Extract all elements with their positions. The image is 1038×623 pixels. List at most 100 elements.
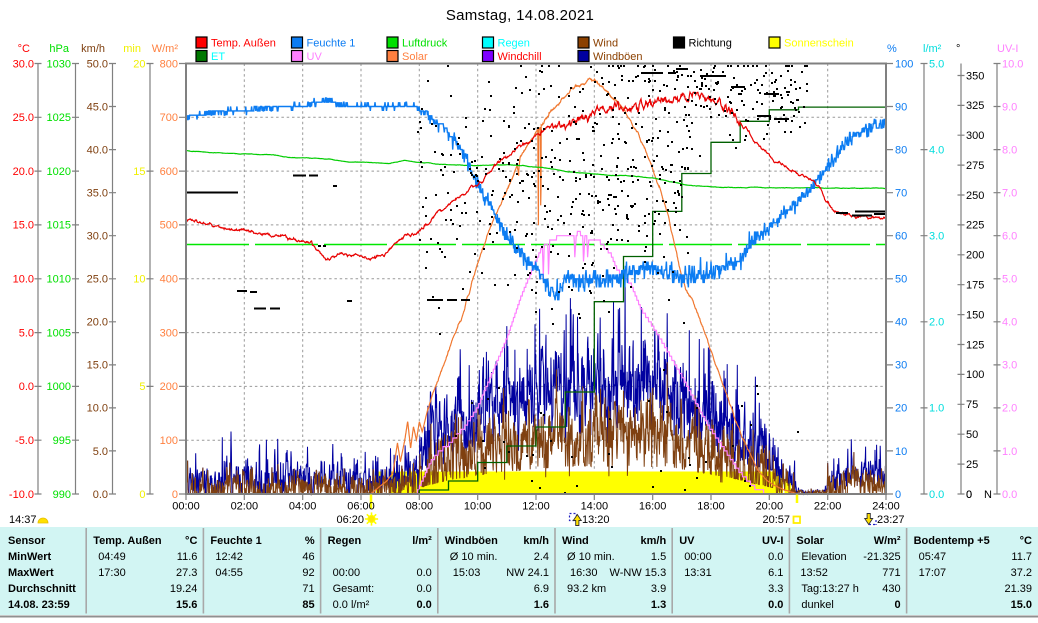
svg-text:46: 46 (302, 551, 314, 563)
svg-text:27.3: 27.3 (176, 567, 197, 579)
svg-text:%: % (887, 43, 897, 55)
svg-text:24:00: 24:00 (872, 501, 900, 513)
svg-text:l/m²: l/m² (923, 43, 942, 55)
svg-text:10: 10 (133, 274, 145, 286)
svg-text:14.08. 23:59: 14.08. 23:59 (8, 599, 70, 611)
svg-text:50: 50 (895, 274, 907, 286)
svg-text:35.0: 35.0 (87, 187, 108, 199)
svg-text:°: ° (956, 43, 960, 55)
svg-text:1.3: 1.3 (651, 599, 666, 611)
svg-text:150: 150 (966, 309, 984, 321)
svg-text:500: 500 (160, 220, 178, 232)
svg-text:Ø 10 min.: Ø 10 min. (567, 551, 615, 563)
svg-text:04:49: 04:49 (98, 551, 126, 563)
svg-text:92: 92 (302, 567, 314, 579)
svg-text:dunkel: dunkel (801, 599, 833, 611)
svg-text:300: 300 (966, 130, 984, 142)
svg-text:60: 60 (895, 231, 907, 243)
svg-text:Bodentemp +5: Bodentemp +5 (914, 535, 990, 547)
svg-text:00:00: 00:00 (333, 567, 361, 579)
svg-text:0: 0 (894, 599, 900, 611)
svg-text:50: 50 (966, 429, 978, 441)
svg-text:10: 10 (895, 446, 907, 458)
svg-text:Richtung: Richtung (689, 38, 732, 50)
svg-text:Durchschnitt: Durchschnitt (8, 583, 76, 595)
svg-text:UV: UV (679, 535, 695, 547)
svg-text:600: 600 (160, 166, 178, 178)
svg-text:12:00: 12:00 (522, 501, 550, 513)
svg-text:350: 350 (966, 70, 984, 82)
svg-text:km/h: km/h (641, 535, 667, 547)
svg-text:400: 400 (160, 274, 178, 286)
svg-text:20.0: 20.0 (87, 317, 108, 329)
svg-text:0.0: 0.0 (768, 599, 783, 611)
svg-text:5.0: 5.0 (1002, 274, 1017, 286)
svg-text:1025: 1025 (47, 112, 71, 124)
svg-text:1005: 1005 (47, 327, 71, 339)
svg-text:14:37: 14:37 (9, 514, 37, 526)
svg-text:85: 85 (302, 599, 314, 611)
svg-text:1000: 1000 (47, 381, 71, 393)
svg-text:10.0: 10.0 (87, 403, 108, 415)
svg-text:NW 24.1: NW 24.1 (506, 567, 549, 579)
svg-text:80: 80 (895, 144, 907, 156)
svg-text:20:00: 20:00 (756, 501, 784, 513)
svg-text:20: 20 (895, 403, 907, 415)
svg-text:°C: °C (18, 43, 30, 55)
svg-text:15.0: 15.0 (1011, 599, 1032, 611)
svg-text:1.0: 1.0 (929, 403, 944, 415)
svg-text:0.0: 0.0 (19, 381, 34, 393)
svg-text:Ø 10 min.: Ø 10 min. (450, 551, 498, 563)
svg-text:40.0: 40.0 (87, 144, 108, 156)
svg-text:2.0: 2.0 (929, 317, 944, 329)
svg-text:4.0: 4.0 (929, 144, 944, 156)
svg-text:6.9: 6.9 (534, 583, 549, 595)
svg-text:0.0: 0.0 (417, 599, 432, 611)
svg-text:3.3: 3.3 (768, 583, 783, 595)
svg-text:1.6: 1.6 (534, 599, 549, 611)
svg-text:100: 100 (160, 435, 178, 447)
svg-text:UV: UV (307, 51, 323, 63)
svg-text:0.0: 0.0 (417, 583, 432, 595)
svg-text:0: 0 (139, 489, 145, 501)
svg-text:05:47: 05:47 (919, 551, 947, 563)
svg-text:11.7: 11.7 (1011, 551, 1032, 563)
svg-text:200: 200 (966, 250, 984, 262)
svg-text:10.0: 10.0 (13, 274, 34, 286)
svg-text:90: 90 (895, 101, 907, 113)
svg-text:40: 40 (895, 317, 907, 329)
svg-text:700: 700 (160, 112, 178, 124)
svg-text:Samstag, 14.08.2021: Samstag, 14.08.2021 (446, 7, 594, 24)
svg-text:800: 800 (160, 58, 178, 70)
svg-text:14:00: 14:00 (581, 501, 609, 513)
svg-text:250: 250 (966, 190, 984, 202)
svg-text:MinWert: MinWert (8, 551, 52, 563)
svg-text:8.0: 8.0 (1002, 144, 1017, 156)
svg-text:1030: 1030 (47, 58, 71, 70)
svg-text:Sonnenschein: Sonnenschein (784, 38, 854, 50)
svg-text:4.0: 4.0 (1002, 317, 1017, 329)
svg-text:6.1: 6.1 (768, 567, 783, 579)
svg-text:-21.325: -21.325 (863, 551, 900, 563)
svg-text:18:00: 18:00 (697, 501, 725, 513)
svg-text:3.9: 3.9 (651, 583, 666, 595)
svg-text:km/h: km/h (523, 535, 549, 547)
svg-text:71: 71 (302, 583, 314, 595)
svg-text:325: 325 (966, 100, 984, 112)
svg-text:16:00: 16:00 (639, 501, 667, 513)
svg-text:06:20: 06:20 (336, 514, 364, 526)
svg-text:l/m²: l/m² (412, 535, 432, 547)
svg-text:Windchill: Windchill (498, 51, 542, 63)
svg-text:1.5: 1.5 (651, 551, 666, 563)
svg-text:200: 200 (160, 381, 178, 393)
svg-text:N: N (984, 489, 992, 501)
svg-text:0.0 l/m²: 0.0 l/m² (333, 599, 370, 611)
svg-text:70: 70 (895, 187, 907, 199)
svg-text:Temp. Außen: Temp. Außen (211, 38, 276, 50)
svg-text:25: 25 (966, 459, 978, 471)
svg-text:45.0: 45.0 (87, 101, 108, 113)
svg-text:430: 430 (882, 583, 900, 595)
svg-text:min: min (123, 43, 141, 55)
svg-text:300: 300 (160, 327, 178, 339)
svg-text:UV-I: UV-I (997, 43, 1018, 55)
